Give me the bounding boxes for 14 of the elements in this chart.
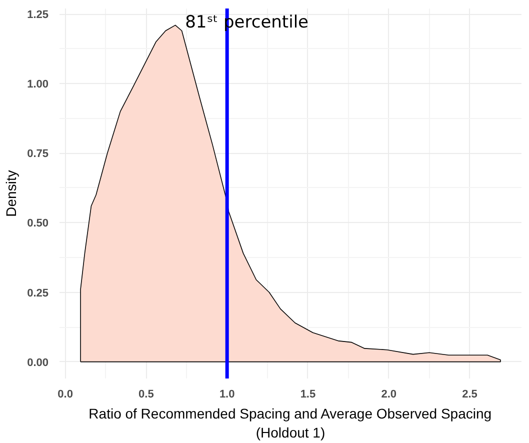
x-tick-label: 1.0 [219,388,235,400]
y-tick-label: 0.25 [27,287,49,300]
x-tick-label: 0.0 [58,388,73,400]
y-tick-label: 0.75 [27,148,49,160]
y-tick-label: 0.00 [27,356,49,369]
y-tick-label: 0.50 [27,218,49,230]
x-axis-title: Ratio of Recommended Spacing and Average Observed Spacing (Holdout 1) [88,406,492,441]
x-tick-label: 0.5 [138,388,154,400]
x-tick-label: 2.5 [462,388,478,400]
y-tick-label: 1.00 [27,78,49,91]
x-tick-label: 1.5 [300,388,316,400]
y-tick-label: 1.25 [27,9,49,22]
x-tick-label: 2.0 [381,388,397,400]
y-axis-title: Density [3,170,20,217]
